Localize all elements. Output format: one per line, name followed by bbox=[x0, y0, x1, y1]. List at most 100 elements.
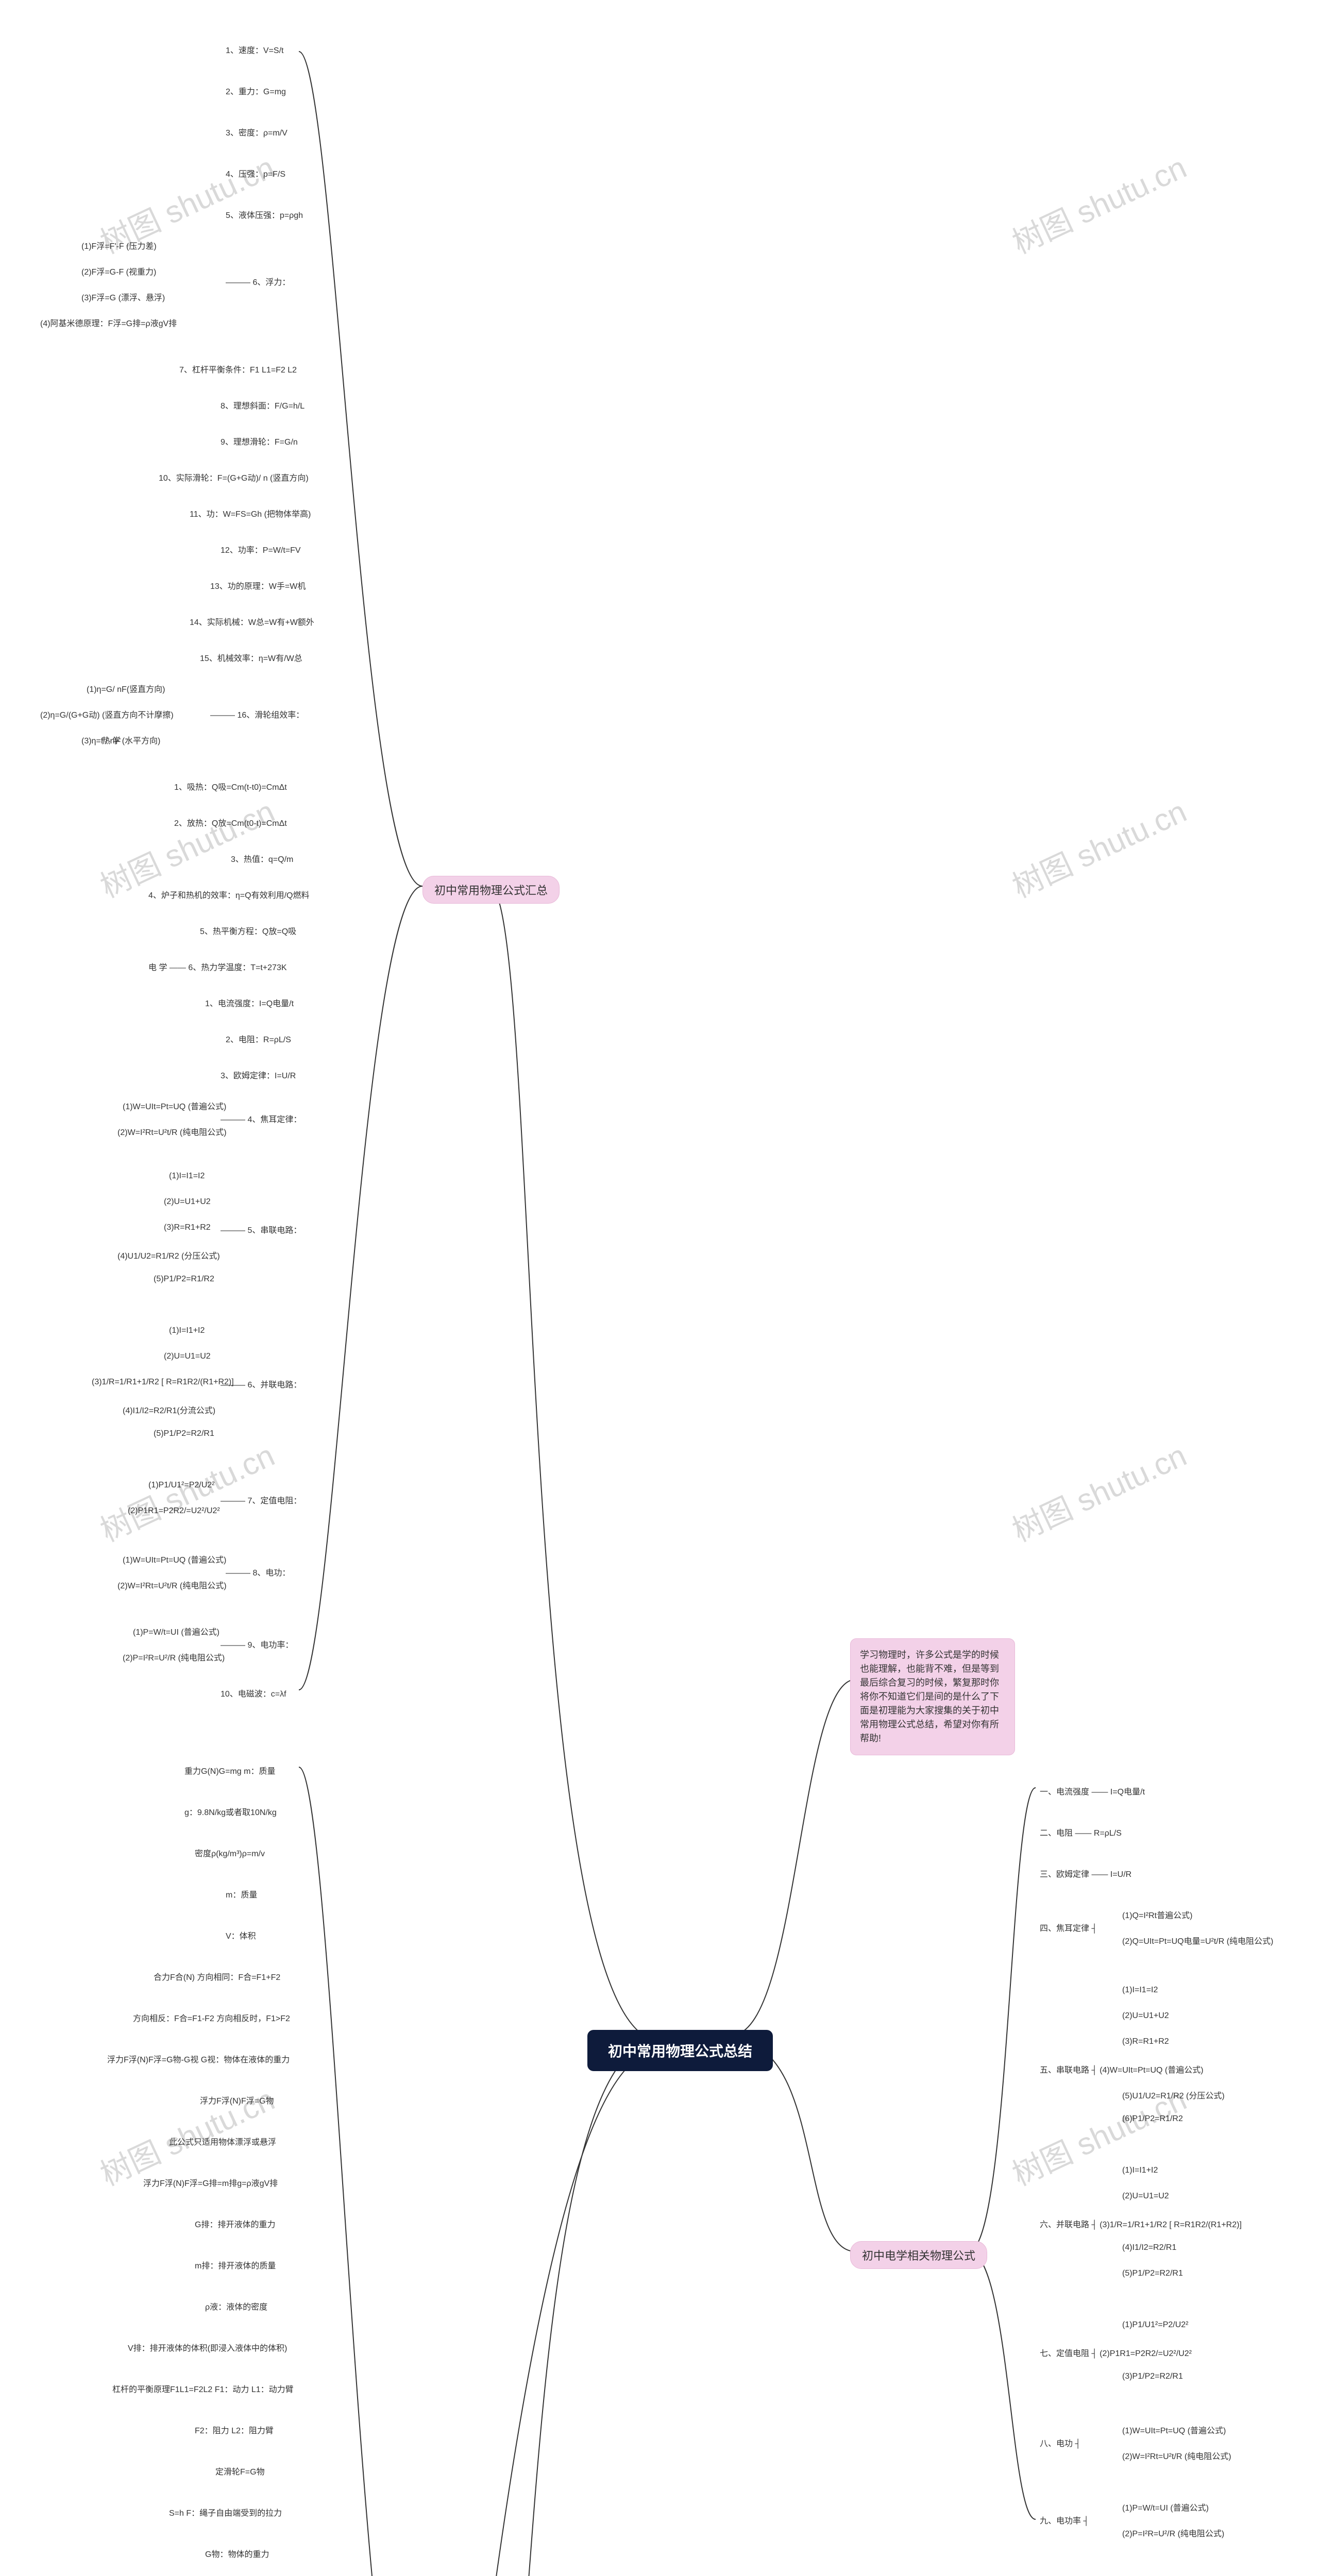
electricity-leaf: (6)P1/P2=R1/R2 bbox=[1118, 2112, 1187, 2126]
connector-path bbox=[299, 52, 422, 886]
summary-leaf: (2)W=I²Rt=U²t/R (纯电阻公式) bbox=[113, 1577, 231, 1593]
electricity-leaf: 七、定值电阻 ┤ (2)P1R1=P2R2/=U2²/U2² bbox=[1036, 2344, 1196, 2361]
summary-leaf: ——— 9、电功率： bbox=[216, 1636, 297, 1652]
force-leaf: 合力F合(N) 方向相同：F合=F1+F2 bbox=[149, 1968, 284, 1985]
summary-leaf: (5)P1/P2=R1/R2 bbox=[149, 1273, 218, 1286]
summary-leaf: 3、欧姆定律：I=U/R bbox=[216, 1066, 300, 1083]
electricity-leaf: 四、焦耳定律 ┤ bbox=[1036, 1919, 1102, 1936]
watermark: 树图 shutu.cn bbox=[1004, 143, 1193, 262]
force-leaf: G排：排开液体的重力 bbox=[191, 2215, 279, 2232]
summary-leaf: 10、实际滑轮：F=(G+G动)/ n (竖直方向) bbox=[155, 469, 313, 485]
force-leaf: V：体积 bbox=[222, 1927, 260, 1943]
summary-leaf: ——— 6、浮力： bbox=[222, 273, 294, 290]
force-leaf: 浮力F浮(N)F浮=G排=m排g=ρ液gV排 bbox=[139, 2174, 282, 2191]
center-node: 初中常用物理公式总结 bbox=[587, 2030, 773, 2071]
summary-leaf: 11、功：W=FS=Gh (把物体举高) bbox=[185, 505, 315, 521]
summary-leaf: 13、功的原理：W手=W机 bbox=[206, 577, 310, 594]
force-leaf: G物：物体的重力 bbox=[201, 2545, 273, 2562]
connector-path bbox=[969, 1788, 1036, 2251]
summary-leaf: (2)P=I²R=U²/R (纯电阻公式) bbox=[119, 1649, 229, 1665]
watermark: 树图 shutu.cn bbox=[1004, 1431, 1193, 1550]
force-leaf: 杠杆的平衡原理F1L1=F2L2 F1：动力 L1：动力臂 bbox=[108, 2380, 298, 2397]
branch-b1: 初中常用物理公式汇总 bbox=[422, 876, 560, 904]
connector-path bbox=[969, 2251, 1036, 2519]
electricity-leaf: (2)W=I²Rt=U²t/R (纯电阻公式) bbox=[1118, 2447, 1236, 2464]
electricity-leaf: 三、欧姆定律 —— I=U/R bbox=[1036, 1865, 1136, 1882]
summary-leaf: (2)P1R1=P2R2/=U2²/U2² bbox=[124, 1504, 224, 1518]
summary-leaf: 7、杠杆平衡条件：F1 L1=F2 L2 bbox=[175, 361, 301, 377]
electricity-leaf: (4)I1/I2=R2/R1 bbox=[1118, 2241, 1180, 2255]
electricity-leaf: (1)I=I1=I2 bbox=[1118, 1984, 1162, 1997]
summary-leaf: 2、重力：G=mg bbox=[222, 82, 290, 99]
connector-path bbox=[489, 886, 660, 2040]
electricity-leaf: (2)Q=UIt=Pt=UQ电量=U²t/R (纯电阻公式) bbox=[1118, 1932, 1277, 1948]
summary-leaf: (2)η=G/(G+G动) (竖直方向不计摩擦) bbox=[36, 706, 178, 722]
electricity-leaf: 八、电功 ┤ bbox=[1036, 2434, 1085, 2451]
summary-leaf: 2、放热：Q放=Cm(t0-t)=CmΔt bbox=[170, 814, 291, 831]
summary-leaf: (4)U1/U2=R1/R2 (分压公式) bbox=[113, 1247, 224, 1263]
connector-path bbox=[732, 1680, 855, 2035]
intro-text: 学习物理时，许多公式是学的时候也能理解，也能背不难，但是等到最后综合复习的时候，… bbox=[860, 1650, 999, 1743]
force-leaf: ρ液：液体的密度 bbox=[201, 2298, 272, 2314]
connector-path bbox=[319, 2050, 660, 2576]
force-leaf: m：质量 bbox=[222, 1886, 261, 1902]
electricity-leaf: 一、电流强度 —— I=Q电量/t bbox=[1036, 1783, 1149, 1799]
summary-leaf: (1)η=G/ nF(竖直方向) bbox=[82, 680, 169, 697]
summary-leaf: ——— 7、定值电阻： bbox=[216, 1492, 306, 1508]
force-leaf: m排：排开液体的质量 bbox=[191, 2257, 280, 2273]
force-leaf: 重力G(N)G=mg m：质量 bbox=[180, 1762, 279, 1778]
branch-b2: 初中电学相关物理公式 bbox=[850, 2241, 987, 2269]
watermark: 树图 shutu.cn bbox=[1004, 787, 1193, 906]
connector-path bbox=[299, 886, 422, 1690]
summary-leaf: (3)1/R=1/R1+1/R2 [ R=R1R2/(R1+R2)] bbox=[88, 1376, 238, 1389]
electricity-leaf: (1)I=I1+I2 bbox=[1118, 2164, 1162, 2177]
electricity-leaf: 五、串联电路 ┤ (4)W=UIt=Pt=UQ (普遍公式) bbox=[1036, 2061, 1208, 2077]
summary-leaf: ——— 8、电功： bbox=[222, 1564, 294, 1580]
electricity-leaf: (3)R=R1+R2 bbox=[1118, 2035, 1173, 2048]
intro-node: 学习物理时，许多公式是学的时候也能理解，也能背不难，但是等到最后综合复习的时候，… bbox=[850, 1638, 1015, 1755]
summary-leaf: 9、理想滑轮：F=G/n bbox=[216, 433, 302, 449]
connector-path bbox=[732, 2040, 855, 2251]
force-leaf: 浮力F浮(N)F浮=G物 bbox=[196, 2092, 278, 2108]
summary-leaf: 4、炉子和热机的效率：η=Q有效利用/Q燃料 bbox=[144, 886, 313, 903]
electricity-leaf: (1)Q=I²Rt普遍公式) bbox=[1118, 1906, 1196, 1923]
summary-leaf: 8、理想斜面：F/G=h/L bbox=[216, 397, 309, 413]
summary-leaf: 5、液体压强：p=ρgh bbox=[222, 206, 307, 223]
summary-leaf: (1)W=UIt=Pt=UQ (普遍公式) bbox=[119, 1097, 230, 1114]
summary-leaf: 3、密度：ρ=m/V bbox=[222, 124, 292, 140]
electricity-leaf: (1)P1/U1²=P2/U2² bbox=[1118, 2318, 1193, 2332]
connector-path bbox=[489, 2040, 660, 2576]
electricity-leaf: (5)U1/U2=R1/R2 (分压公式) bbox=[1118, 2087, 1229, 2103]
summary-leaf: (1)F浮=F'-F (压力差) bbox=[77, 237, 161, 253]
summary-leaf: (4)I1/I2=R2/R1(分流公式) bbox=[119, 1401, 219, 1418]
electricity-leaf: 九、电功率 ┤ bbox=[1036, 2512, 1093, 2528]
electricity-leaf: (5)P1/P2=R2/R1 bbox=[1118, 2267, 1187, 2280]
summary-leaf: (1)W=UIt=Pt=UQ (普遍公式) bbox=[119, 1551, 230, 1567]
summary-leaf: 14、实际机械：W总=W有+W额外 bbox=[185, 613, 318, 630]
force-leaf: 此公式只适用物体漂浮或悬浮 bbox=[165, 2133, 280, 2149]
force-leaf: V排：排开液体的体积(即浸入液体中的体积) bbox=[124, 2339, 291, 2355]
summary-leaf: 1、吸热：Q吸=Cm(t-t0)=CmΔt bbox=[170, 778, 291, 794]
summary-leaf: 电 学 —— 6、热力学温度：T=t+273K bbox=[144, 958, 291, 975]
summary-leaf: (2)U=U1+U2 bbox=[160, 1195, 215, 1209]
summary-leaf: 1、电流强度：I=Q电量/t bbox=[201, 994, 298, 1011]
summary-leaf: (1)P=W/t=UI (普遍公式) bbox=[129, 1623, 224, 1639]
summary-leaf: 10、电磁波：c=λf bbox=[216, 1685, 291, 1701]
center-label: 初中常用物理公式总结 bbox=[608, 2043, 752, 2059]
summary-leaf: ——— 6、并联电路： bbox=[216, 1376, 306, 1392]
force-leaf: 密度ρ(kg/m³)ρ=m/v bbox=[191, 1844, 269, 1861]
electricity-leaf: (2)P=I²R=U²/R (纯电阻公式) bbox=[1118, 2524, 1228, 2541]
force-leaf: S=h F：绳子自由端受到的拉力 bbox=[165, 2504, 286, 2520]
force-leaf: g：9.8N/kg或者取10N/kg bbox=[180, 1803, 281, 1820]
summary-leaf: 1、速度：V=S/t bbox=[222, 41, 288, 58]
summary-leaf: 2、电阻：R=ρL/S bbox=[222, 1030, 295, 1047]
summary-leaf: (1)I=I1=I2 bbox=[165, 1170, 209, 1183]
force-leaf: F2：阻力 L2：阻力臂 bbox=[191, 2421, 278, 2438]
summary-leaf: 12、功率：P=W/t=FV bbox=[216, 541, 305, 557]
connector-path bbox=[299, 1767, 422, 2576]
electricity-leaf: 二、电阻 —— R=ρL/S bbox=[1036, 1824, 1126, 1840]
summary-leaf: (2)F浮=G-F (视重力) bbox=[77, 263, 160, 279]
summary-leaf: 15、机械效率：η=W有/W总 bbox=[196, 649, 307, 666]
electricity-leaf: (1)P=W/t=UI (普遍公式) bbox=[1118, 2499, 1213, 2515]
electricity-leaf: (1)W=UIt=Pt=UQ (普遍公式) bbox=[1118, 2421, 1230, 2438]
